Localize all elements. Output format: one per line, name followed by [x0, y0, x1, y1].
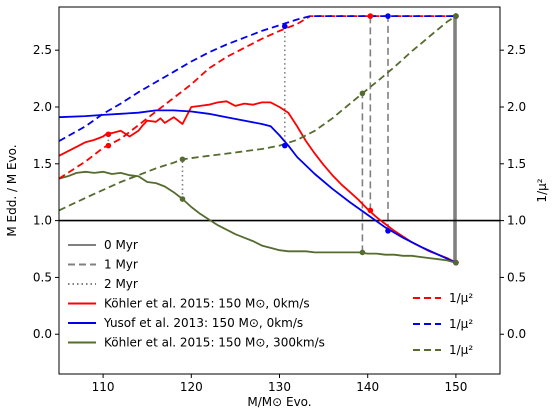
data-point-5	[359, 249, 366, 256]
data-point-1	[367, 207, 374, 214]
x-tick-label-1: 120	[180, 380, 203, 394]
data-point-14	[453, 259, 459, 266]
x-tick-label-4: 150	[444, 380, 467, 394]
series-line-0	[58, 100, 457, 264]
data-point-2	[281, 142, 288, 149]
data-point-6	[105, 142, 112, 149]
legend-left-item-label-3: Köhler et al. 2015: 150 M⊙, 0km/s	[104, 297, 310, 311]
y-tick-label-right-0: 0.0	[507, 327, 526, 341]
y-tick-label-right-1: 0.5	[507, 270, 526, 284]
marker-layer	[105, 13, 459, 266]
tick-layer: 110 120 130 140 150 0.0 0.0 0.5 0.5 1.0 1.0 1.5 1.5 2…	[33, 43, 526, 394]
data-point-17	[453, 13, 459, 19]
legend-right-item-label-0: 1/μ²	[449, 291, 473, 305]
y-tick-label-5: 2.5	[33, 43, 52, 57]
data-point-4	[179, 196, 186, 202]
y-tick-label-right-3: 1.5	[507, 157, 526, 171]
series-line-1	[58, 109, 457, 264]
legend-left: 0 Myr 1 Myr 2 Myr Köhler et al. 2015: 150 M…	[68, 238, 325, 350]
connector-lines	[107, 16, 457, 263]
series-line-4	[58, 15, 456, 142]
y-tick-label-right-5: 2.5	[507, 43, 526, 57]
legend-left-item-label-5: Köhler et al. 2015: 150 M⊙, 300km/s	[104, 336, 325, 350]
y-axis-label-right: 1/μ²	[535, 178, 549, 202]
data-point-3	[385, 228, 391, 234]
y-tick-label-right-2: 1.0	[507, 214, 526, 228]
legend-left-item-label-1: 1 Myr	[104, 258, 138, 272]
series-line-3	[58, 15, 456, 180]
series-layer	[58, 15, 457, 264]
legend-right: 1/μ² 1/μ² 1/μ²	[413, 291, 473, 357]
x-tick-label-0: 110	[92, 380, 115, 394]
data-point-7	[367, 13, 374, 19]
series-line-5	[58, 15, 457, 212]
y-tick-label-4: 2.0	[33, 100, 52, 114]
x-tick-label-3: 140	[356, 380, 379, 394]
legend-right-item-label-1: 1/μ²	[449, 317, 473, 331]
series-line-2	[58, 170, 457, 264]
data-point-8	[281, 23, 288, 30]
y-tick-label-0: 0.0	[33, 327, 52, 341]
legend-right-item-label-2: 1/μ²	[449, 343, 473, 357]
x-axis-label: M/M⊙ Evo.	[247, 395, 311, 409]
y-tick-label-1: 0.5	[33, 270, 52, 284]
data-point-11	[359, 90, 366, 97]
legend-left-item-label-2: 2 Myr	[104, 277, 138, 291]
y-tick-label-3: 1.5	[33, 157, 52, 171]
y-tick-label-right-4: 2.0	[507, 100, 526, 114]
data-point-9	[385, 13, 391, 19]
legend-left-item-label-0: 0 Myr	[104, 238, 138, 252]
y-axis-label: M Edd. / M Evo.	[5, 144, 19, 236]
data-point-10	[179, 156, 186, 163]
y-tick-label-2: 1.0	[33, 214, 52, 228]
data-point-0	[105, 131, 112, 138]
x-tick-label-2: 130	[268, 380, 291, 394]
legend-left-item-label-4: Yusof et al. 2013: 150 M⊙, 0km/s	[103, 316, 303, 330]
